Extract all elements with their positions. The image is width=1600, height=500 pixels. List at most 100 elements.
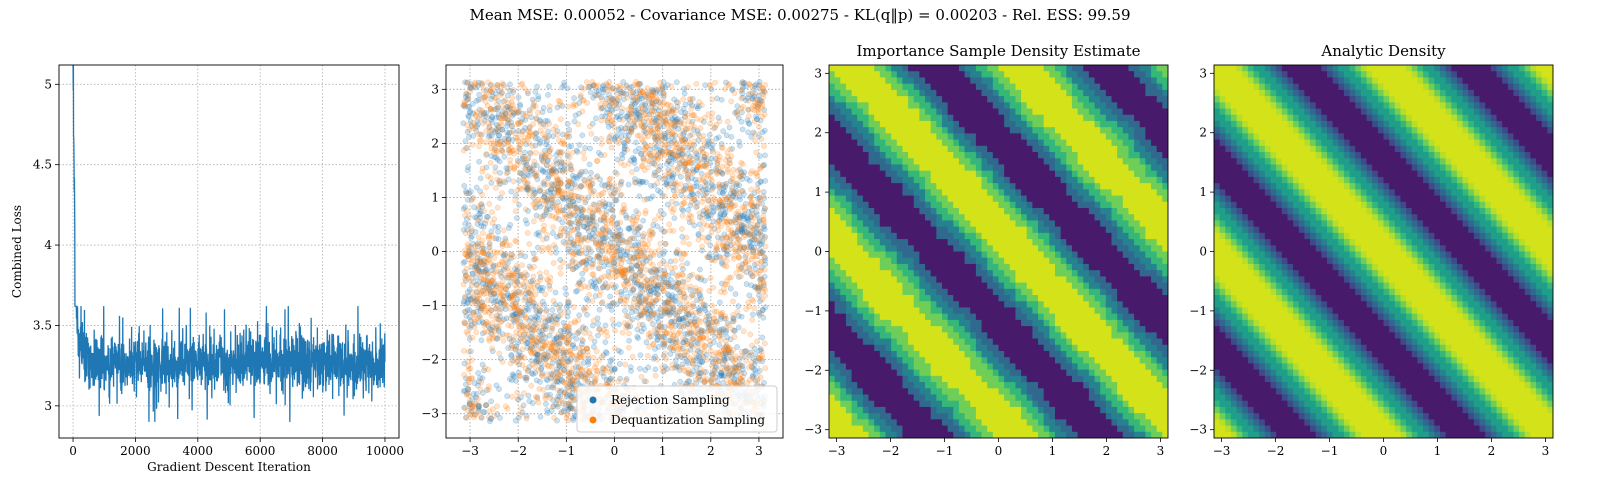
scatter-point <box>664 310 671 316</box>
scatter-point <box>715 352 722 358</box>
scatter-point <box>673 116 680 123</box>
scatter-point <box>718 372 725 379</box>
scatter-point <box>465 392 472 398</box>
scatter-point <box>647 146 653 153</box>
scatter-point <box>685 321 691 328</box>
scatter-point <box>743 252 749 259</box>
scatter-point <box>521 312 528 319</box>
scatter-point <box>750 298 757 304</box>
scatter-point <box>463 328 470 335</box>
scatter-point <box>537 117 543 124</box>
scatter-point <box>631 279 638 286</box>
scatter-point <box>526 132 533 139</box>
scatter-point <box>574 329 581 336</box>
scatter-point <box>520 281 526 288</box>
scatter-point <box>610 322 617 328</box>
scatter-point <box>759 85 766 92</box>
scatter-point <box>712 155 719 162</box>
scatter-point <box>600 284 606 291</box>
scatter-point <box>471 380 478 386</box>
scatter-point <box>499 89 505 96</box>
scatter-point <box>602 200 609 207</box>
scatter-point <box>665 300 671 306</box>
scatter-point <box>751 366 757 373</box>
scatter-point <box>508 188 515 195</box>
scatter-point <box>540 332 547 339</box>
scatter-point <box>655 152 661 158</box>
scatter-point <box>612 327 618 334</box>
scatter-point <box>625 128 632 135</box>
scatter-point <box>536 328 543 335</box>
scatter-point <box>471 324 478 330</box>
scatter-point <box>489 348 496 355</box>
scatter-point <box>605 123 612 130</box>
scatter-point <box>715 134 722 141</box>
scatter-point <box>523 412 530 419</box>
scatter-point <box>481 329 488 335</box>
scatter-point <box>697 286 703 293</box>
scatter-point <box>660 118 666 124</box>
scatter-point <box>632 124 639 130</box>
scatter-point <box>632 179 638 186</box>
scatter-point <box>631 160 638 166</box>
scatter-point <box>547 391 553 398</box>
scatter-point <box>619 329 626 336</box>
scatter-point <box>488 398 495 405</box>
scatter-point <box>687 100 694 106</box>
scatter-point <box>668 265 675 271</box>
scatter-point <box>681 90 688 97</box>
scatter-point <box>723 327 730 334</box>
scatter-point <box>543 323 550 330</box>
scatter-point <box>728 229 735 236</box>
scatter-point <box>566 220 573 226</box>
scatter-point <box>613 230 620 237</box>
scatter-point <box>499 148 506 154</box>
scatter-point <box>582 377 588 383</box>
scatter-point <box>593 115 599 122</box>
scatter-point <box>697 358 704 365</box>
scatter-point <box>644 310 650 316</box>
scatter-point <box>483 164 490 171</box>
scatter-point <box>576 244 582 251</box>
scatter-point <box>662 110 668 117</box>
scatter-point <box>478 303 485 310</box>
scatter-point <box>541 351 548 358</box>
scatter-point <box>714 219 720 225</box>
scatter-point <box>695 191 701 197</box>
scatter-point <box>468 251 474 258</box>
scatter-point <box>696 103 702 110</box>
scatter-point <box>671 96 677 103</box>
scatter-point <box>607 293 613 300</box>
scatter-point <box>651 326 658 332</box>
scatter-point <box>533 377 540 384</box>
scatter-point <box>720 190 726 197</box>
scatter-point <box>590 257 597 264</box>
scatter-point <box>620 116 626 123</box>
scatter-point <box>647 142 654 149</box>
scatter-point <box>597 265 603 272</box>
scatter-point <box>690 368 696 374</box>
scatter-point <box>656 247 662 254</box>
scatter-point <box>480 120 486 127</box>
scatter-point <box>582 145 588 151</box>
scatter-point <box>632 273 639 279</box>
scatter-point <box>504 393 510 399</box>
scatter-point <box>615 225 622 231</box>
scatter-point <box>549 314 556 321</box>
scatter-point <box>554 199 561 205</box>
scatter-point <box>638 123 645 130</box>
scatter-point <box>509 137 516 143</box>
scatter-point <box>568 224 574 231</box>
scatter-point <box>527 149 534 156</box>
scatter-point <box>540 386 547 393</box>
scatter-point <box>531 263 537 270</box>
scatter-point <box>627 318 634 325</box>
scatter-point <box>525 179 531 186</box>
scatter-point <box>556 307 563 314</box>
scatter-point <box>572 174 579 180</box>
scatter-point <box>624 278 630 284</box>
scatter-point <box>722 350 729 356</box>
scatter-point <box>489 345 495 352</box>
scatter-point <box>623 376 630 382</box>
scatter-point <box>615 186 621 193</box>
